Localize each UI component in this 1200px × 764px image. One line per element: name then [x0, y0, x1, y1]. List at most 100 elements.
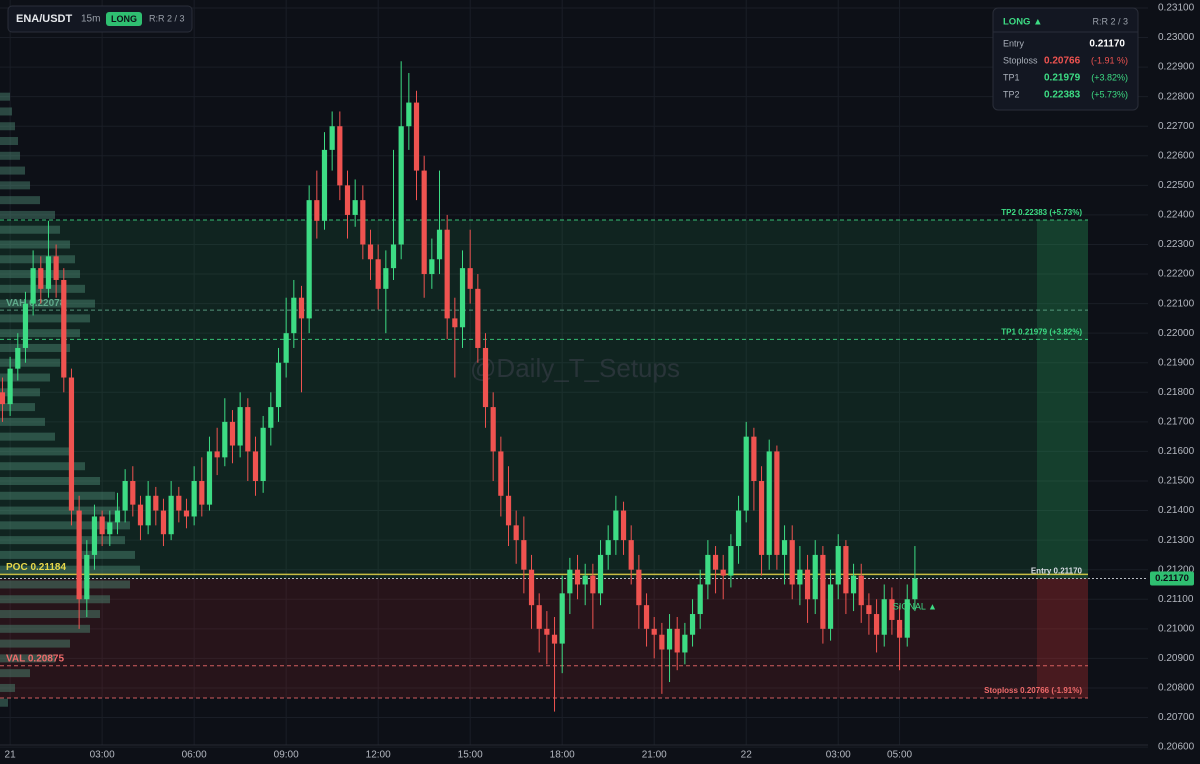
y-tick-label: 0.22600: [1158, 150, 1195, 161]
panel-value: 0.21979: [1044, 73, 1081, 84]
grid: [0, 0, 1148, 748]
candle-body: [68, 377, 75, 511]
y-tick-label: 0.21400: [1158, 505, 1195, 516]
candle-body: [337, 126, 343, 186]
profile-bar: [0, 654, 55, 663]
candle-body: [199, 480, 205, 505]
profile-bar: [0, 417, 45, 426]
candle-body: [275, 362, 282, 408]
profile-bar: [0, 639, 70, 648]
profile-bar: [0, 299, 95, 308]
trade-zone: [0, 578, 1088, 698]
candle-body: [436, 229, 443, 260]
profile-bar: [0, 358, 60, 367]
y-tick-label: 0.22200: [1158, 269, 1195, 280]
x-tick-label: 03:00: [826, 750, 851, 761]
level-label: TP2 0.22383 (+5.73%): [1001, 208, 1082, 217]
candle-body: [344, 185, 351, 215]
candle-body: [130, 480, 136, 505]
profile-bar: [0, 536, 125, 545]
timeframe: 15m: [81, 14, 100, 25]
x-tick-label: 15:00: [458, 750, 483, 761]
candle-body: [7, 368, 13, 405]
candle-body: [145, 495, 151, 526]
panel-label: Entry: [1003, 38, 1025, 48]
candle-body: [298, 297, 305, 319]
candle-body: [751, 436, 757, 481]
info-panel: [992, 7, 1139, 111]
candle-body: [666, 628, 673, 650]
panel-label: TP1: [1003, 72, 1020, 82]
x-tick-label: 05:00: [887, 750, 912, 761]
x-tick-label: 12:00: [366, 750, 391, 761]
header-box: [7, 5, 193, 33]
y-tick-label: 0.21500: [1158, 476, 1195, 487]
profile-bar: [0, 476, 100, 485]
candle-body: [61, 279, 67, 378]
candle-body: [850, 575, 857, 594]
candle-body: [820, 554, 826, 629]
panel-value: 0.22383: [1044, 90, 1081, 101]
candle-body: [459, 268, 466, 328]
profile-bar: [0, 550, 135, 559]
profile-bar: [0, 403, 35, 412]
candle-body: [421, 170, 427, 275]
candle-body: [804, 569, 811, 600]
profile-bar: [0, 388, 40, 397]
y-tick-label: 0.22700: [1158, 121, 1195, 132]
candle-body: [467, 268, 473, 289]
candle-body: [444, 229, 450, 319]
candle-body: [268, 407, 274, 428]
profile-bar: [0, 432, 55, 441]
profile-bar: [0, 166, 25, 175]
candle-body: [229, 421, 236, 446]
x-tick-label: 03:00: [90, 750, 115, 761]
candle-body: [314, 200, 320, 221]
profile-bar: [0, 669, 30, 678]
candle-body: [191, 480, 197, 517]
candle-body: [168, 495, 174, 535]
candle-body: [398, 126, 404, 245]
profile-bar: [0, 329, 80, 338]
x-tick-label: 21: [5, 750, 17, 761]
candle-body: [735, 510, 742, 547]
candle-body: [544, 628, 550, 635]
candle-body: [237, 407, 243, 446]
last-price-tag: [1150, 571, 1194, 586]
risk-reward: R:R 2 / 3: [149, 13, 185, 23]
y-tick-label: 0.21200: [1158, 564, 1195, 575]
candle-body: [636, 569, 642, 606]
candle-body: [375, 259, 381, 289]
trade-zone-projection: [1037, 219, 1088, 579]
y-tick-label: 0.20700: [1158, 712, 1195, 723]
panel-value: 0.21170: [1089, 39, 1125, 50]
candle-body: [904, 599, 910, 638]
candle-body: [881, 599, 887, 635]
panel-change: (+5.73%): [1091, 89, 1128, 99]
x-tick-label: 22: [741, 750, 753, 761]
candle-body: [766, 451, 772, 555]
candle-body: [367, 244, 374, 260]
candle-body: [38, 268, 44, 289]
candle-body: [0, 392, 6, 405]
candle-body: [797, 569, 803, 585]
y-tick-label: 0.21100: [1158, 594, 1194, 605]
profile-bar: [0, 107, 12, 116]
panel-change: (+3.82%): [1091, 72, 1128, 82]
candle-body: [620, 510, 627, 541]
trade-zone: [0, 219, 1088, 579]
last-price-label: 0.21170: [1155, 573, 1189, 584]
panel-label: Stoploss: [1003, 55, 1038, 65]
candle-body: [758, 480, 765, 555]
y-tick-label: 0.22500: [1158, 180, 1195, 191]
candle-body: [153, 495, 159, 511]
y-tick-label: 0.22100: [1158, 298, 1195, 309]
candle-body: [781, 540, 788, 555]
candle-body: [482, 347, 489, 408]
y-tick-label: 0.21800: [1158, 387, 1195, 398]
profile-bar: [0, 210, 55, 219]
profile-bar: [0, 506, 120, 515]
candle-body: [291, 297, 297, 334]
